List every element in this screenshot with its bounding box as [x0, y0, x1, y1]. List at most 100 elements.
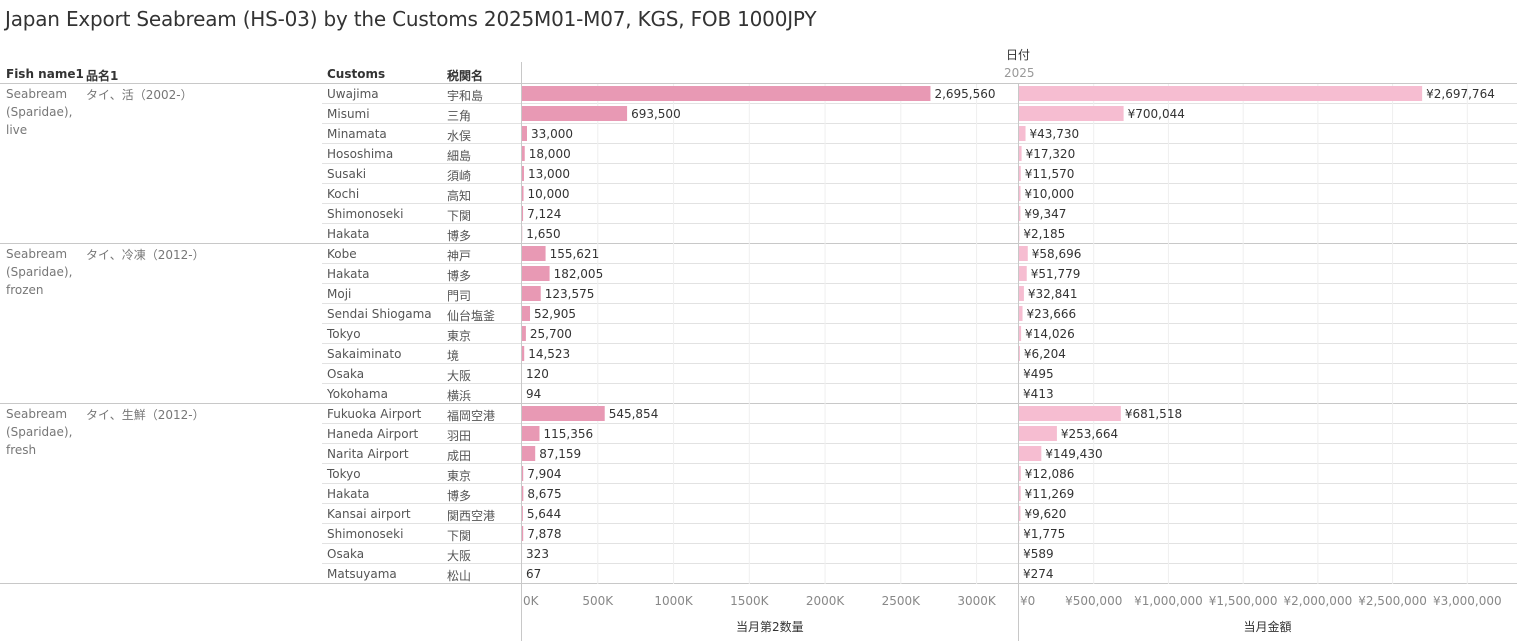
group-divider: [0, 243, 1517, 244]
customs-cell: Misumi: [327, 107, 370, 121]
amount-value-label: ¥23,666: [1027, 307, 1077, 321]
tick-label: ¥500,000: [1065, 594, 1122, 608]
qty-value-label: 7,124: [527, 207, 561, 221]
amount-bar: [1019, 166, 1021, 181]
zeikan-cell: 門司: [447, 289, 472, 303]
amount-value-label: ¥17,320: [1026, 147, 1076, 161]
zeikan-cell: 須崎: [447, 169, 472, 183]
customs-cell: Kansai airport: [327, 507, 411, 521]
row-divider: [322, 503, 1517, 504]
zeikan-cell: 仙台塩釜: [447, 309, 496, 323]
amount-value-label: ¥51,779: [1031, 267, 1081, 281]
qty-value-label: 120: [526, 367, 549, 381]
amount-value-label: ¥589: [1023, 547, 1054, 561]
qty-value-label: 18,000: [529, 147, 571, 161]
amount-value-label: ¥495: [1023, 367, 1054, 381]
customs-cell: Hakata: [327, 487, 370, 501]
amount-value-label: ¥700,044: [1128, 107, 1185, 121]
qty-value-label: 693,500: [631, 107, 681, 121]
row-divider: [322, 323, 1517, 324]
zeikan-cell: 博多: [447, 269, 472, 283]
qty-value-label: 8,675: [527, 487, 561, 501]
hinmei-cell: タイ、冷凍（2012-）: [86, 248, 205, 262]
amount-value-label: ¥274: [1023, 567, 1054, 581]
customs-cell: Hososhima: [327, 147, 394, 161]
qty-bar: [522, 526, 524, 541]
zeikan-cell: 大阪: [447, 549, 472, 563]
customs-cell: Osaka: [327, 547, 365, 561]
tick-label: ¥1,000,000: [1134, 594, 1203, 608]
group-divider: [0, 583, 1517, 584]
amount-bar: [1019, 126, 1026, 141]
qty-bar: [522, 326, 526, 341]
qty-value-label: 182,005: [554, 267, 604, 281]
zeikan-cell: 高知: [447, 189, 472, 203]
qty-value-label: 323: [526, 547, 549, 561]
zeikan-cell: 細島: [447, 149, 472, 163]
tick-label: ¥2,000,000: [1284, 594, 1353, 608]
qty-bar: [522, 246, 546, 261]
row-divider: [322, 203, 1517, 204]
zeikan-cell: 羽田: [447, 429, 472, 443]
row-divider: [322, 563, 1517, 564]
qty-bar: [522, 346, 525, 361]
amount-value-label: ¥413: [1023, 387, 1054, 401]
zeikan-cell: 三角: [447, 109, 472, 123]
amount-value-label: ¥11,269: [1025, 487, 1075, 501]
tick-label: 1000K: [654, 594, 694, 608]
qty-bar: [522, 446, 536, 461]
amount-value-label: ¥58,696: [1032, 247, 1082, 261]
customs-header[interactable]: Customs: [327, 67, 386, 81]
hinmei-cell: タイ、活（2002-）: [86, 88, 193, 102]
amount-value-label: ¥10,000: [1024, 187, 1074, 201]
hinmei-header[interactable]: 品名1: [86, 69, 119, 83]
zeikan-cell: 境: [447, 349, 460, 363]
zeikan-cell: 横浜: [447, 389, 472, 403]
amount-axis-title: 当月金額: [1243, 620, 1292, 634]
row-divider: [322, 363, 1517, 364]
qty-bar: [522, 406, 605, 421]
amount-bar: [1019, 426, 1057, 441]
customs-cell: Fukuoka Airport: [327, 407, 422, 421]
amount-bar: [1019, 106, 1124, 121]
qty-bar: [522, 306, 531, 321]
qty-bar: [522, 486, 524, 501]
fish-name-cell: Seabream (Sparidae), frozen: [6, 247, 73, 297]
row-divider: [322, 523, 1517, 524]
customs-cell: Kobe: [327, 247, 357, 261]
tick-label: ¥1,500,000: [1209, 594, 1278, 608]
qty-bar: [522, 206, 524, 221]
qty-value-label: 545,854: [609, 407, 659, 421]
qty-bar: [522, 146, 525, 161]
qty-value-label: 52,905: [534, 307, 576, 321]
amount-bar: [1019, 186, 1021, 201]
qty-bar: [522, 106, 628, 121]
row-divider: [322, 123, 1517, 124]
qty-value-label: 7,878: [527, 527, 561, 541]
zeikan-cell: 関西空港: [447, 509, 496, 523]
zeikan-cell: 博多: [447, 489, 472, 503]
row-divider: [322, 143, 1517, 144]
fish-name-cell: Seabream (Sparidae), live: [6, 87, 73, 137]
amount-value-label: ¥149,430: [1045, 447, 1102, 461]
zeikan-cell: 福岡空港: [447, 409, 496, 423]
tick-label: ¥2,500,000: [1358, 594, 1427, 608]
amount-bar: [1019, 266, 1027, 281]
row-divider: [322, 263, 1517, 264]
zeikan-header[interactable]: 税関名: [447, 69, 484, 83]
customs-cell: Sakaiminato: [327, 347, 402, 361]
amount-bar: [1019, 146, 1022, 161]
customs-cell: Hakata: [327, 267, 370, 281]
customs-cell: Hakata: [327, 227, 370, 241]
customs-cell: Osaka: [327, 367, 365, 381]
amount-bar: [1019, 206, 1021, 221]
customs-cell: Haneda Airport: [327, 427, 419, 441]
fish-name-header[interactable]: Fish name1: [6, 67, 84, 81]
zeikan-cell: 東京: [447, 329, 472, 343]
qty-bar: [522, 466, 524, 481]
customs-cell: Uwajima: [327, 87, 379, 101]
date-header: 日付: [1006, 48, 1031, 62]
qty-value-label: 33,000: [531, 127, 573, 141]
row-divider: [322, 483, 1517, 484]
zeikan-cell: 東京: [447, 469, 472, 483]
